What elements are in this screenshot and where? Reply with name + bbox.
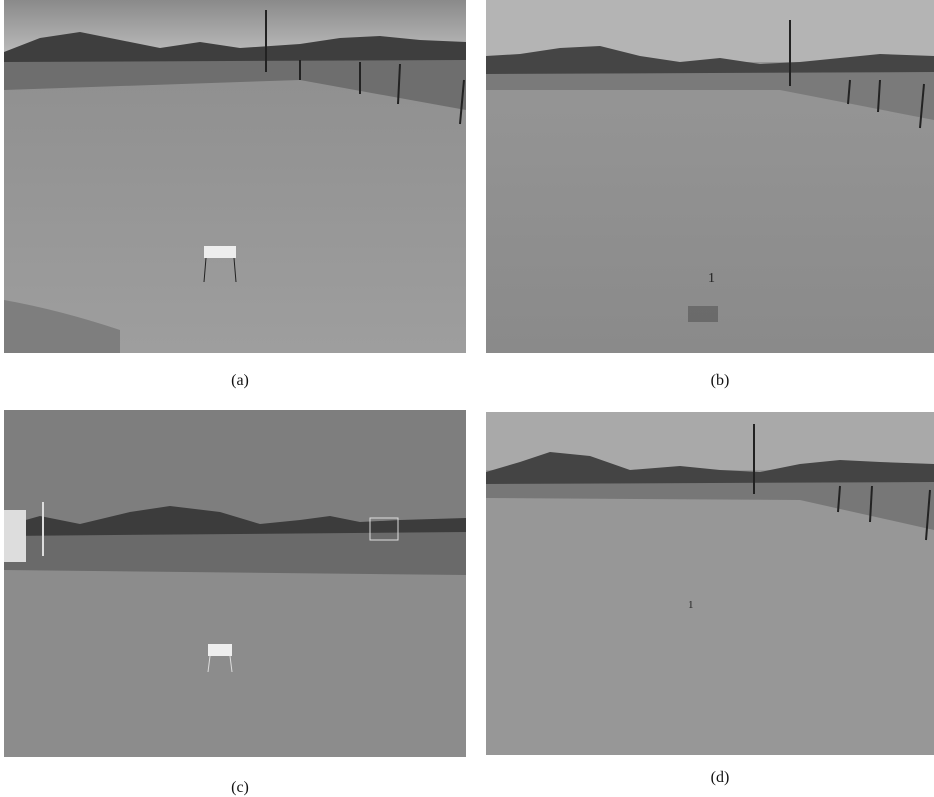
figure: (a) 1 (b) (c) 1 (d bbox=[0, 0, 934, 797]
panel-label: (d) bbox=[711, 769, 730, 786]
photo-c bbox=[4, 410, 466, 757]
panel-label: (a) bbox=[231, 372, 249, 389]
photo-b: 1 bbox=[486, 0, 934, 353]
photo-marker: 1 bbox=[708, 271, 715, 286]
photo-d: 1 bbox=[486, 412, 934, 755]
panel-label: (c) bbox=[231, 779, 249, 796]
photo-marker: 1 bbox=[688, 599, 694, 611]
photo-a bbox=[4, 0, 466, 353]
panel-label: (b) bbox=[711, 372, 730, 389]
